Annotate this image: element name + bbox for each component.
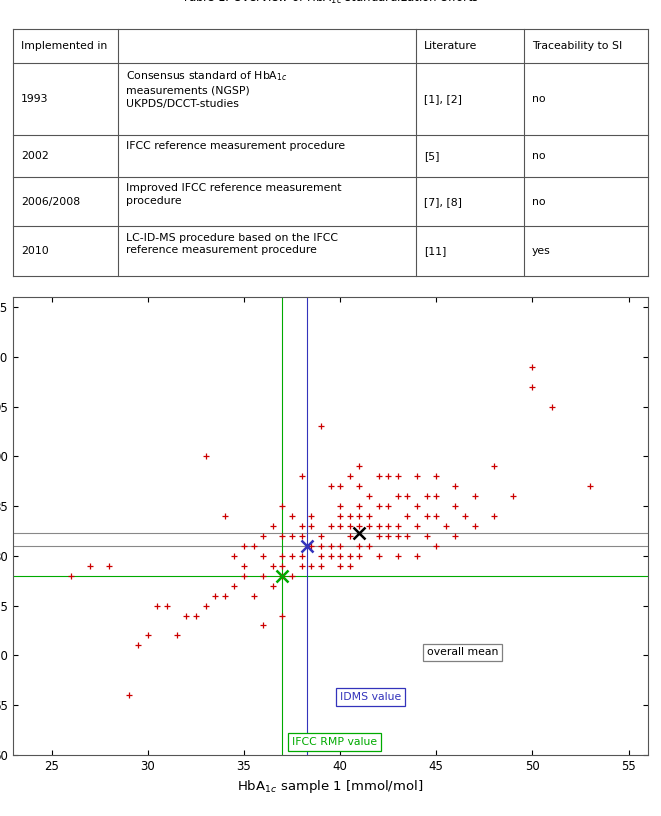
Text: overall mean: overall mean — [426, 647, 498, 658]
Text: IFCC RMP value: IFCC RMP value — [292, 737, 377, 747]
Text: Traceability to SI: Traceability to SI — [531, 41, 622, 51]
Text: Consensus standard of HbA$_{1c}$
measurements (NGSP)
UKPDS/DCCT-studies: Consensus standard of HbA$_{1c}$ measure… — [126, 69, 287, 109]
Text: [11]: [11] — [424, 246, 446, 256]
Text: Implemented in: Implemented in — [21, 41, 107, 51]
Text: 1993: 1993 — [21, 94, 48, 104]
Text: [5]: [5] — [424, 151, 440, 161]
Text: IDMS value: IDMS value — [340, 692, 401, 702]
Text: no: no — [531, 197, 545, 206]
Text: LC-ID-MS procedure based on the IFCC
reference measurement procedure: LC-ID-MS procedure based on the IFCC ref… — [126, 233, 338, 255]
Text: Table 1: Overview of HbA$_{1c}$ standardization efforts: Table 1: Overview of HbA$_{1c}$ standard… — [181, 0, 480, 7]
X-axis label: HbA$_{1c}$ sample 1 [mmol/mol]: HbA$_{1c}$ sample 1 [mmol/mol] — [237, 778, 424, 796]
Text: 2006/2008: 2006/2008 — [21, 197, 80, 206]
Text: [7], [8]: [7], [8] — [424, 197, 462, 206]
Text: [1], [2]: [1], [2] — [424, 94, 462, 104]
Text: 2010: 2010 — [21, 246, 49, 256]
Text: yes: yes — [531, 246, 551, 256]
Text: no: no — [531, 151, 545, 161]
Text: Literature: Literature — [424, 41, 477, 51]
Text: IFCC reference measurement procedure: IFCC reference measurement procedure — [126, 141, 344, 151]
Text: 2002: 2002 — [21, 151, 49, 161]
Text: no: no — [531, 94, 545, 104]
Text: Improved IFCC reference measurement
procedure: Improved IFCC reference measurement proc… — [126, 183, 341, 206]
